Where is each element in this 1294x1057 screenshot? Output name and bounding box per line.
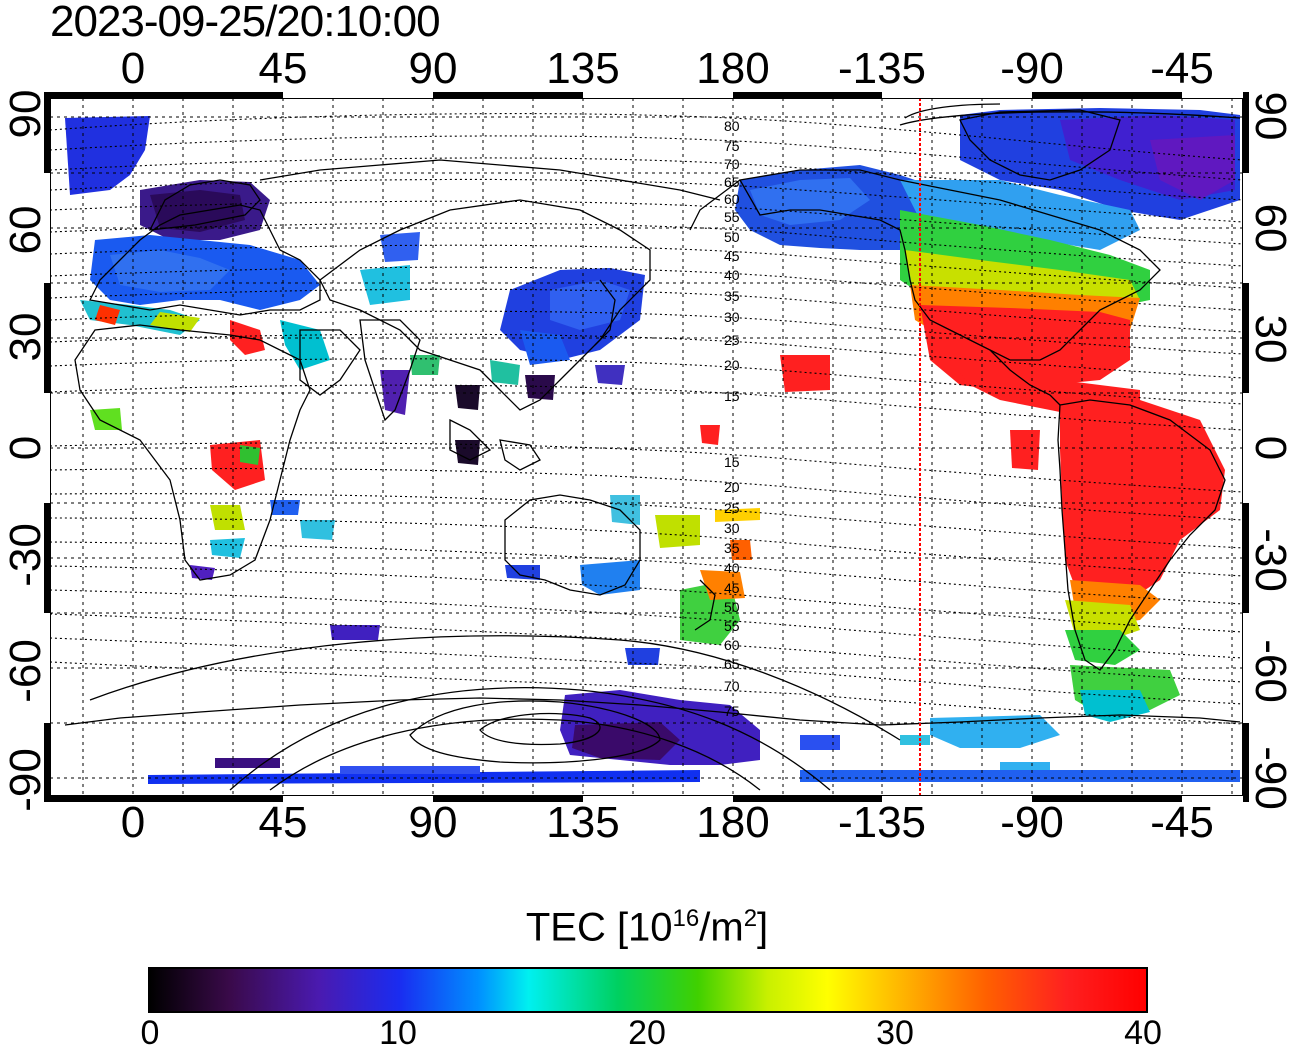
southern-contours (89, 103, 1241, 791)
contour-label: 35 (724, 540, 740, 556)
map-axis-frame (44, 92, 1249, 802)
lon-bottom-tick: 180 (696, 798, 770, 847)
lon-top-tick: 90 (408, 44, 458, 93)
map-grid (50, 98, 1243, 796)
lon-bottom-tick: 45 (258, 798, 308, 847)
contour-label: 45 (724, 580, 740, 596)
lon-top-tick: -45 (1150, 44, 1214, 93)
lon-bottom-tick: 135 (546, 798, 620, 847)
contour-label: 35 (724, 288, 740, 304)
lon-bottom-tick: -135 (837, 798, 927, 847)
lon-top-tick: 45 (258, 44, 308, 93)
contour-label: 50 (724, 229, 740, 245)
contour-label: 15 (724, 454, 740, 470)
lon-top-tick: -90 (1000, 44, 1064, 93)
contour-label: 15 (724, 388, 740, 404)
lon-top-tick: 135 (546, 44, 620, 93)
colorbar-title: TEC [1016/m2] (525, 905, 769, 950)
lon-top-tick: -135 (837, 44, 927, 93)
contour-label: 55 (724, 209, 740, 225)
contour-label: 50 (724, 599, 740, 615)
contour-label: 30 (724, 309, 740, 325)
colorbar (148, 967, 1148, 1013)
colorbar-tick: 20 (628, 1014, 666, 1052)
contour-label: 20 (724, 357, 740, 373)
contour-label: 20 (724, 479, 740, 495)
colorbar-tick: 30 (876, 1014, 914, 1052)
contour-label: 40 (724, 267, 740, 283)
colorbar-tick: 0 (140, 1014, 160, 1052)
lon-top-tick: 0 (120, 44, 146, 93)
contour-labels: 80 75 70 65 60 55 50 45 40 35 30 25 20 1… (724, 118, 740, 719)
timestamp: 2023-09-25/20:10:00 (50, 0, 441, 46)
lon-bottom-tick: -45 (1150, 798, 1214, 847)
contour-label: 55 (724, 618, 740, 634)
contour-label: 60 (724, 637, 740, 653)
magnetic-contours (50, 113, 1243, 725)
colorbar-tick: 10 (379, 1014, 417, 1052)
contour-label: 75 (724, 138, 740, 154)
lon-bottom-tick: 0 (120, 798, 146, 847)
contour-label: 45 (724, 248, 740, 264)
contour-label: 65 (724, 656, 740, 672)
lon-bottom-tick: 90 (408, 798, 458, 847)
lon-top-tick: 180 (696, 44, 770, 93)
contour-label: 65 (724, 174, 740, 190)
contour-label: 80 (724, 118, 740, 134)
contour-label: 60 (724, 191, 740, 207)
colorbar-tick: 40 (1124, 1014, 1162, 1052)
contour-label: 70 (724, 678, 740, 694)
contour-label: 25 (724, 332, 740, 348)
contour-label: 25 (724, 500, 740, 516)
contour-label: 75 (724, 703, 740, 719)
lon-bottom-tick: -90 (1000, 798, 1064, 847)
contour-label: 30 (724, 520, 740, 536)
tec-map: 80 75 70 65 60 55 50 45 40 35 30 25 20 1… (44, 92, 1249, 802)
contour-label: 40 (724, 560, 740, 576)
contour-label: 70 (724, 156, 740, 172)
